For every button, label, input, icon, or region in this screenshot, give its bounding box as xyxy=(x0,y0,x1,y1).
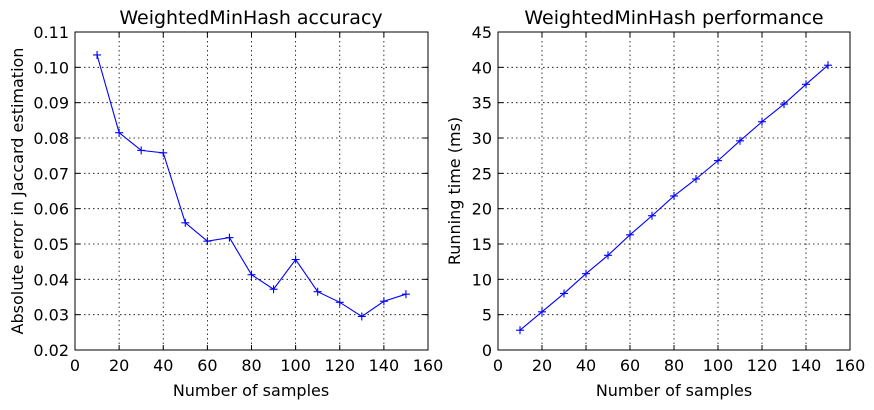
accuracy-data-point xyxy=(335,298,344,307)
performance-data-point xyxy=(538,307,546,316)
accuracy-data-point xyxy=(159,148,168,157)
accuracy-xtick-label: 80 xyxy=(241,356,261,375)
performance-data-point xyxy=(736,136,744,145)
performance-data-point xyxy=(670,191,678,200)
performance-xtick-label: 140 xyxy=(791,356,822,375)
performance-ytick-label: 5 xyxy=(482,306,492,325)
accuracy-xtick-label: 120 xyxy=(324,356,355,375)
accuracy-data-point xyxy=(93,50,102,59)
accuracy-xtick-label: 100 xyxy=(280,356,311,375)
accuracy-data-point xyxy=(137,146,146,155)
accuracy-data-point xyxy=(225,233,234,242)
performance-data-point xyxy=(648,211,656,220)
performance-xtick-label: 20 xyxy=(532,356,552,375)
accuracy-data-point xyxy=(203,237,212,246)
performance-ytick-label: 20 xyxy=(472,200,492,219)
performance-chart-ylabel: Running time (ms) xyxy=(445,117,464,265)
performance-ytick-label: 10 xyxy=(472,270,492,289)
accuracy-xtick-label: 60 xyxy=(197,356,217,375)
performance-plot-frame xyxy=(497,31,851,351)
accuracy-data-point xyxy=(357,312,366,321)
performance-ytick-label: 25 xyxy=(472,164,492,183)
accuracy-ytick-label: 0.11 xyxy=(33,23,69,42)
accuracy-plot-frame xyxy=(74,31,429,351)
performance-ytick-label: 30 xyxy=(472,129,492,148)
accuracy-data-point xyxy=(269,285,278,294)
accuracy-data-point xyxy=(401,290,410,299)
performance-data-point xyxy=(560,289,568,298)
accuracy-ytick-label: 0.09 xyxy=(33,94,69,113)
performance-xtick-label: 40 xyxy=(576,356,596,375)
accuracy-plot-area: 0 20 40 60 80 100 120 140 160 0.02 0.03 0.04 0.05 0.0… xyxy=(33,23,443,375)
performance-xtick-label: 60 xyxy=(620,356,640,375)
performance-data-point xyxy=(758,117,766,126)
performance-data-point xyxy=(780,100,788,109)
performance-ytick-label: 35 xyxy=(472,94,492,113)
accuracy-data-point xyxy=(247,270,256,279)
performance-data-point xyxy=(582,269,590,278)
performance-xtick-label: 160 xyxy=(835,356,866,375)
accuracy-data-point xyxy=(379,297,388,306)
performance-data-point xyxy=(604,251,612,260)
performance-data-point xyxy=(714,156,722,165)
accuracy-data-point xyxy=(313,287,322,296)
performance-data-point xyxy=(626,230,634,239)
performance-xtick-label: 80 xyxy=(664,356,684,375)
accuracy-ytick-label: 0.04 xyxy=(33,270,69,289)
accuracy-ytick-label: 0.08 xyxy=(33,129,69,148)
accuracy-chart-xlabel: Number of samples xyxy=(173,381,329,400)
performance-chart-title: WeightedMinHash performance xyxy=(524,7,823,29)
performance-ytick-label: 0 xyxy=(482,341,492,360)
performance-chart: WeightedMinHash performance Number of sa… xyxy=(445,7,865,400)
accuracy-ytick-label: 0.02 xyxy=(33,341,69,360)
accuracy-ytick-label: 0.07 xyxy=(33,164,69,183)
accuracy-chart-title: WeightedMinHash accuracy xyxy=(119,7,382,29)
performance-xtick-label: 120 xyxy=(747,356,778,375)
performance-ytick-label: 40 xyxy=(472,58,492,77)
accuracy-ytick-label: 0.03 xyxy=(33,306,69,325)
accuracy-xtick-label: 0 xyxy=(70,356,80,375)
accuracy-chart-ylabel: Absolute error in Jaccard estimation xyxy=(8,48,27,335)
performance-ytick-label: 45 xyxy=(472,23,492,42)
performance-data-point xyxy=(516,326,524,335)
performance-ytick-label: 15 xyxy=(472,235,492,254)
accuracy-xtick-label: 40 xyxy=(153,356,173,375)
accuracy-data-point xyxy=(291,255,300,264)
accuracy-chart: WeightedMinHash accuracy Number of sampl… xyxy=(8,7,443,400)
accuracy-xtick-label: 160 xyxy=(413,356,444,375)
performance-plot-area: 0 20 40 60 80 100 120 140 160 0 5 10 15 20 25 30 35 40 45 xyxy=(472,23,866,375)
performance-data-point xyxy=(802,80,810,89)
accuracy-xtick-label: 20 xyxy=(109,356,129,375)
accuracy-data-point xyxy=(181,218,190,227)
performance-data-point xyxy=(824,61,832,70)
performance-data-point xyxy=(692,174,700,183)
performance-chart-xlabel: Number of samples xyxy=(596,381,752,400)
accuracy-ytick-label: 0.05 xyxy=(33,235,69,254)
accuracy-ytick-label: 0.10 xyxy=(33,58,69,77)
accuracy-data-point xyxy=(115,128,124,137)
performance-xtick-label: 0 xyxy=(493,356,503,375)
accuracy-xtick-label: 140 xyxy=(369,356,400,375)
accuracy-ytick-label: 0.06 xyxy=(33,200,69,219)
performance-xtick-label: 100 xyxy=(703,356,734,375)
